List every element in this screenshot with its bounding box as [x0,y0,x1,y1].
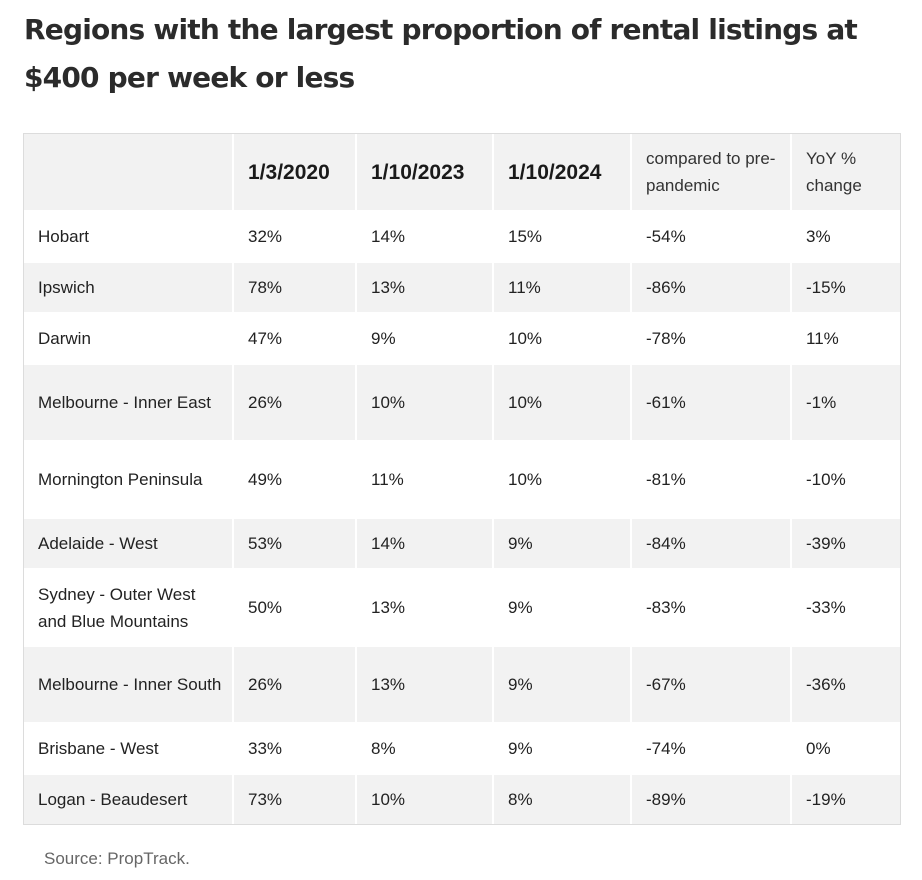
value-cell: -81% [631,441,792,519]
value-cell: 8% [356,723,494,775]
region-cell: Hobart [24,211,234,263]
header-oct-2023: 1/10/2023 [356,134,494,212]
value-cell: 13% [356,262,494,314]
value-cell: -39% [791,518,900,570]
value-cell: -84% [631,518,792,570]
table-row: Melbourne - Inner East 26% 10% 10% -61% … [24,364,900,442]
value-cell: -10% [791,441,900,519]
value-cell: 9% [493,723,632,775]
value-cell: 26% [233,364,357,442]
value-cell: 47% [233,313,357,365]
value-cell: 10% [493,441,632,519]
source-note: Source: PropTrack. [44,849,190,868]
region-cell: Sydney - Outer West and Blue Mountains [24,569,234,647]
value-cell: 14% [356,211,494,263]
value-cell: 10% [356,774,494,824]
value-cell: -36% [791,646,900,724]
region-cell: Melbourne - Inner East [24,364,234,442]
value-cell: 0% [791,723,900,775]
table-header-row: 1/3/2020 1/10/2023 1/10/2024 compared to… [24,134,900,212]
header-oct-2024: 1/10/2024 [493,134,632,212]
table-row: Ipswich 78% 13% 11% -86% -15% [24,262,900,314]
rental-listings-table: 1/3/2020 1/10/2023 1/10/2024 compared to… [24,134,900,824]
value-cell: -54% [631,211,792,263]
value-cell: 32% [233,211,357,263]
region-cell: Darwin [24,313,234,365]
value-cell: -89% [631,774,792,824]
table-row: Hobart 32% 14% 15% -54% 3% [24,211,900,263]
region-cell: Ipswich [24,262,234,314]
rental-table-container: 1/3/2020 1/10/2023 1/10/2024 compared to… [23,133,901,825]
header-mar-2020: 1/3/2020 [233,134,357,212]
value-cell: -78% [631,313,792,365]
value-cell: -33% [791,569,900,647]
table-row: Sydney - Outer West and Blue Mountains 5… [24,569,900,647]
value-cell: 78% [233,262,357,314]
table-row: Logan - Beaudesert 73% 10% 8% -89% -19% [24,774,900,824]
region-cell: Brisbane - West [24,723,234,775]
table-row: Darwin 47% 9% 10% -78% 11% [24,313,900,365]
value-cell: -19% [791,774,900,824]
value-cell: -67% [631,646,792,724]
value-cell: 15% [493,211,632,263]
value-cell: 53% [233,518,357,570]
value-cell: 9% [493,569,632,647]
header-region [24,134,234,212]
table-row: Melbourne - Inner South 26% 13% 9% -67% … [24,646,900,724]
value-cell: 50% [233,569,357,647]
value-cell: -83% [631,569,792,647]
header-yoy-change: YoY % change [791,134,900,212]
table-row: Mornington Peninsula 49% 11% 10% -81% -1… [24,441,900,519]
table-row: Brisbane - West 33% 8% 9% -74% 0% [24,723,900,775]
region-cell: Melbourne - Inner South [24,646,234,724]
value-cell: 13% [356,646,494,724]
value-cell: 9% [493,646,632,724]
value-cell: 10% [356,364,494,442]
value-cell: -15% [791,262,900,314]
value-cell: -61% [631,364,792,442]
value-cell: -1% [791,364,900,442]
value-cell: 33% [233,723,357,775]
value-cell: 13% [356,569,494,647]
region-cell: Logan - Beaudesert [24,774,234,824]
value-cell: 73% [233,774,357,824]
value-cell: 3% [791,211,900,263]
table-row: Adelaide - West 53% 14% 9% -84% -39% [24,518,900,570]
value-cell: 11% [791,313,900,365]
value-cell: 10% [493,313,632,365]
value-cell: 26% [233,646,357,724]
page-title: Regions with the largest proportion of r… [24,13,858,94]
value-cell: 11% [356,441,494,519]
value-cell: 14% [356,518,494,570]
value-cell: 9% [493,518,632,570]
value-cell: 9% [356,313,494,365]
value-cell: 49% [233,441,357,519]
header-compared-pre-pandemic: compared to pre-pandemic [631,134,792,212]
region-cell: Adelaide - West [24,518,234,570]
region-cell: Mornington Peninsula [24,441,234,519]
value-cell: 8% [493,774,632,824]
value-cell: 11% [493,262,632,314]
value-cell: 10% [493,364,632,442]
value-cell: -86% [631,262,792,314]
value-cell: -74% [631,723,792,775]
